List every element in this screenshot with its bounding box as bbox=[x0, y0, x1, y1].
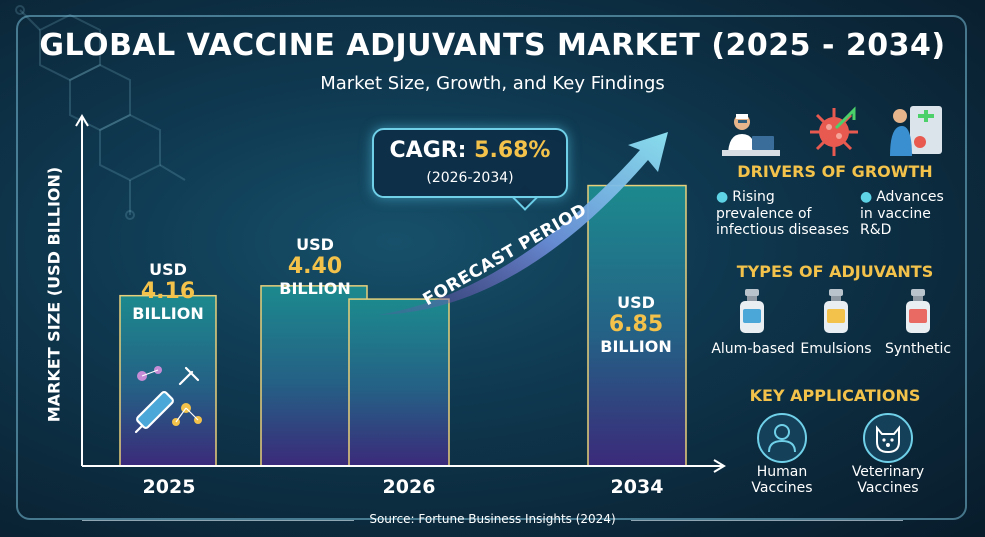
bar-label-value: 6.85 bbox=[608, 312, 664, 338]
bar-label-unit: BILLION bbox=[600, 336, 672, 356]
driver-text: Rising prevalence of infectious diseases bbox=[716, 189, 850, 239]
adjuvant-label-alum: Alum-based bbox=[711, 341, 795, 357]
human-icon bbox=[757, 413, 807, 463]
x-axis-arrowhead bbox=[713, 459, 726, 473]
bar-2026-step bbox=[348, 298, 450, 467]
applications-title: KEY APPLICATIONS bbox=[749, 386, 921, 405]
bar-2025 bbox=[119, 294, 217, 467]
drivers-title: DRIVERS OF GROWTH bbox=[737, 162, 933, 181]
pet-icon bbox=[863, 413, 913, 463]
bar-label-2034: USD 6.85 BILLION bbox=[586, 293, 686, 356]
bar-label-usd: USD bbox=[296, 235, 334, 254]
x-tick-2034: 2034 bbox=[610, 476, 664, 498]
bar-label-value: 4.40 bbox=[287, 254, 343, 280]
driver-item-infectious: ● Rising prevalence of infectious disease… bbox=[716, 189, 856, 239]
adjuvant-label-emulsions: Emulsions bbox=[800, 341, 872, 357]
cagr-value: 5.68% bbox=[474, 138, 551, 163]
cagr-label: CAGR: bbox=[389, 138, 467, 163]
y-axis-label: MARKET SIZE (USD BILLION) bbox=[44, 166, 64, 423]
cagr-period: (2026-2034) bbox=[426, 170, 514, 186]
virus-icon bbox=[810, 106, 858, 156]
bar-label-2025: USD 4.16 BILLION bbox=[118, 260, 218, 323]
bar-label-value: 4.16 bbox=[140, 279, 196, 305]
bar-2034 bbox=[587, 184, 687, 467]
bar-label-2026: USD 4.40 BILLION bbox=[265, 235, 365, 298]
x-tick-2025: 2025 bbox=[142, 476, 196, 498]
bar-label-usd: USD bbox=[149, 260, 187, 279]
chart-title: GLOBAL VACCINE ADJUVANTS MARKET (2025 - … bbox=[39, 28, 946, 63]
adjuvants-title: TYPES OF ADJUVANTS bbox=[736, 262, 934, 281]
border-frame bbox=[16, 15, 967, 520]
vial-icon-emulsions bbox=[824, 289, 848, 333]
application-label-veterinary: Veterinary Vaccines bbox=[851, 464, 925, 497]
vial-icon-alum bbox=[740, 289, 764, 333]
driver-text: Advances in vaccine R&D bbox=[860, 189, 944, 239]
source-divider-left bbox=[82, 520, 354, 521]
scientist-icon bbox=[722, 114, 780, 156]
bullet-icon: ● bbox=[716, 189, 729, 205]
x-tick-2026: 2026 bbox=[382, 476, 436, 498]
chart-subtitle: Market Size, Growth, and Key Findings bbox=[320, 73, 665, 94]
application-label-human: Human Vaccines bbox=[751, 464, 813, 497]
bar-label-unit: BILLION bbox=[279, 278, 351, 298]
vial-icon-synthetic bbox=[906, 289, 930, 333]
adjuvant-label-synthetic: Synthetic bbox=[884, 341, 952, 357]
source-note: Source: Fortune Business Insights (2024) bbox=[369, 512, 616, 526]
molecule-decoration bbox=[15, 5, 186, 220]
bar-label-usd: USD bbox=[617, 293, 655, 312]
source-divider-right bbox=[631, 520, 903, 521]
research-icon bbox=[890, 106, 942, 156]
cagr-callout: CAGR: 5.68% (2026-2034) bbox=[372, 128, 568, 198]
cagr-headline: CAGR: 5.68% bbox=[374, 138, 566, 163]
driver-item-rnd: ● Advances in vaccine R&D bbox=[860, 189, 960, 239]
bullet-icon: ● bbox=[860, 189, 873, 205]
bar-label-unit: BILLION bbox=[132, 303, 204, 323]
syringe-icon bbox=[134, 366, 202, 434]
y-axis-arrowhead bbox=[75, 114, 89, 127]
